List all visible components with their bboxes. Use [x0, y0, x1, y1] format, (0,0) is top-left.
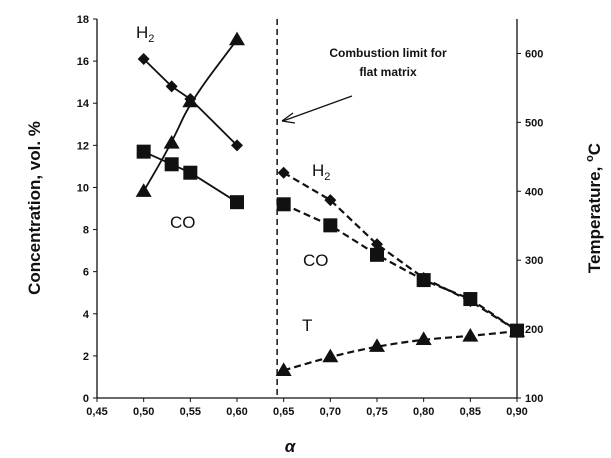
h2-label-upper-sub: 2 [148, 33, 154, 45]
y2-tick-label: 100 [525, 393, 543, 405]
series-group [135, 31, 525, 377]
data-point-triangle [163, 135, 180, 149]
y2-axis-title-main: Temperature, [585, 162, 604, 273]
x-tick-label: 0,80 [413, 406, 434, 418]
data-point-square [276, 197, 291, 212]
series-line-co_right [283, 203, 518, 332]
ticks: 0,45 0,50 0,55 0,60 0,65 0,70 0,75 0,80 0,85 0,90… [77, 14, 544, 418]
data-point-triangle [275, 362, 292, 377]
combustion-limit-text-line2: flat matrix [359, 65, 417, 79]
data-point-square [370, 247, 384, 262]
x-tick-label: 0,85 [460, 406, 481, 418]
y2-tick-label: 600 [525, 48, 543, 60]
data-point-square [230, 195, 244, 210]
data-point-diamond [231, 139, 243, 152]
y2-axis-title: Temperature, oC [584, 143, 604, 273]
data-point-square [183, 165, 198, 180]
x-tick-label: 0,45 [86, 406, 107, 418]
x-tick-label: 0,75 [366, 406, 387, 418]
y2-tick-label: 500 [525, 117, 543, 129]
t-label-lower: T [302, 316, 312, 335]
series-line-t_right [283, 330, 518, 372]
h2-label-upper: H2 [136, 23, 154, 45]
y-tick-label: 14 [77, 98, 90, 110]
y-tick-label: 18 [77, 14, 89, 26]
co-label-upper: CO [170, 213, 196, 232]
data-point-diamond [371, 238, 383, 251]
data-point-square [136, 144, 151, 159]
y2-axis-title-sup: o [584, 155, 596, 162]
y-tick-label: 2 [83, 351, 89, 363]
series-line-co_left [143, 150, 238, 203]
data-point-triangle [415, 331, 432, 346]
combustion-limit-arrow [282, 95, 353, 122]
y2-tick-label: 300 [525, 255, 543, 267]
y-tick-label: 16 [77, 56, 89, 68]
data-point-triangle [509, 323, 525, 337]
x-tick-label: 0,50 [133, 406, 154, 418]
y-axis-title: Concentration, vol. % [25, 121, 44, 295]
data-point-triangle [322, 348, 339, 363]
data-point-diamond [137, 53, 150, 66]
x-tick-label: 0,60 [226, 406, 247, 418]
y-tick-label: 8 [83, 225, 89, 237]
data-point-diamond [277, 166, 290, 179]
x-axis-title: α [285, 437, 297, 456]
data-point-triangle [369, 338, 385, 352]
data-point-square [323, 218, 338, 233]
data-point-diamond [165, 80, 178, 93]
data-point-square [164, 157, 179, 172]
series-line-h2_right [283, 171, 518, 332]
x-tick-label: 0,70 [320, 406, 341, 418]
data-point-triangle [462, 327, 479, 342]
h2-label-lower: H2 [312, 161, 330, 183]
y2-axis-title-unit: C [585, 143, 604, 155]
data-point-triangle [135, 183, 152, 197]
combustion-limit-text-line1: Combustion limit for [329, 46, 447, 60]
data-point-triangle [182, 93, 199, 108]
data-point-square [416, 273, 431, 288]
x-tick-label: 0,90 [506, 406, 527, 418]
y2-tick-label: 400 [525, 186, 543, 198]
combustion-limit-arrowhead [281, 112, 296, 124]
data-point-diamond [324, 194, 337, 207]
series-line-h2_left [143, 58, 238, 146]
x-tick-label: 0,55 [180, 406, 201, 418]
x-tick-label: 0,65 [273, 406, 294, 418]
y-tick-label: 4 [83, 309, 90, 321]
y-tick-label: 6 [83, 267, 89, 279]
data-point-triangle [229, 31, 245, 46]
h2-label-lower-sub: 2 [324, 171, 330, 183]
y-tick-label: 12 [77, 140, 89, 152]
y2-tick-label: 200 [525, 324, 543, 336]
co-label-lower: CO [303, 251, 329, 270]
h2-label-lower-main: H [312, 161, 324, 180]
y-tick-label: 10 [77, 182, 89, 194]
data-point-square [463, 292, 478, 307]
y-tick-label: 0 [83, 393, 89, 405]
h2-label-upper-main: H [136, 23, 148, 42]
